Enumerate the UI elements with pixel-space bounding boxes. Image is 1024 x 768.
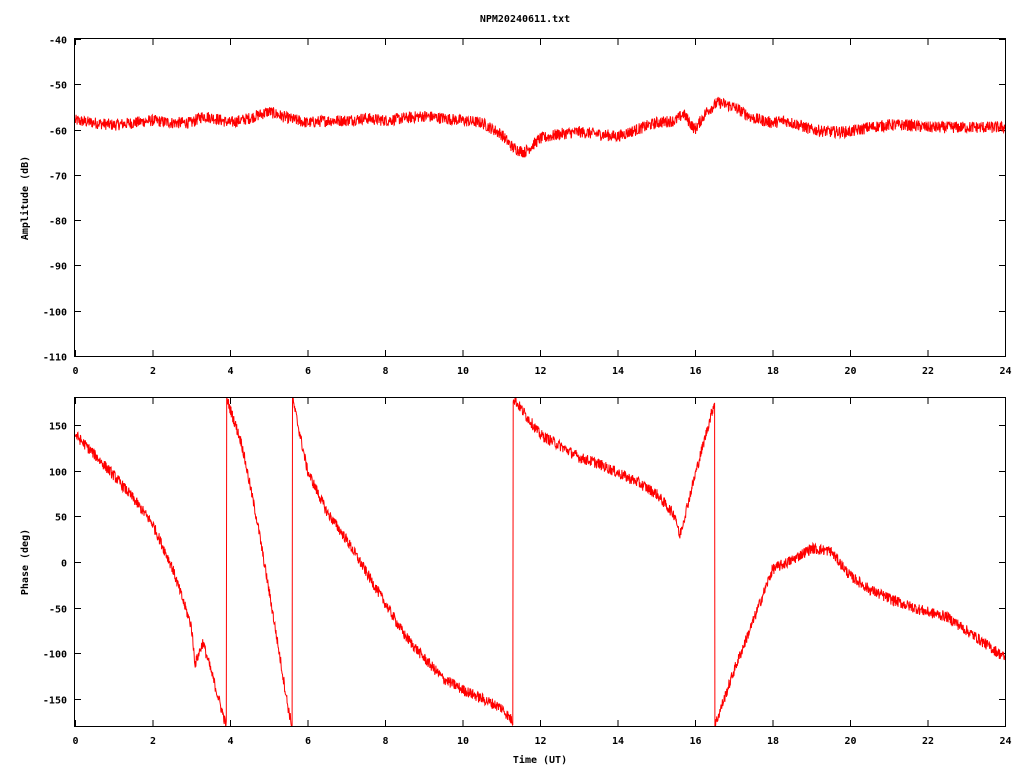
amplitude-x-tick-label: 24: [999, 366, 1011, 377]
amplitude-y-tick-label: -50: [49, 81, 67, 92]
amplitude-x-tick-label: 14: [612, 366, 624, 377]
amplitude-y-tick-label: -40: [49, 36, 67, 47]
x-axis-label: Time (UT): [513, 754, 567, 766]
amplitude-y-tick-label: -60: [49, 127, 67, 138]
amplitude-x-tick-label: 22: [922, 366, 934, 377]
chart-title: NPM20240611.txt: [480, 14, 570, 25]
phase-y-tick-label: -150: [43, 696, 67, 707]
phase-x-tick-label: 6: [305, 736, 311, 747]
phase-x-tick-label: 22: [922, 736, 934, 747]
amplitude-x-tick-label: 10: [457, 366, 469, 377]
amplitude-ticks: 0 2 4 6 8 10 12 14 16 18 20 22 24-40-50-60-70-80-90-…: [43, 36, 1012, 378]
amplitude-x-tick-label: 20: [844, 366, 856, 377]
phase-y-tick-label: 50: [55, 513, 67, 524]
amplitude-x-tick-label: 12: [534, 366, 546, 377]
amplitude-series-line: [74, 96, 1006, 158]
phase-x-tick-label: 2: [150, 736, 156, 747]
phase-x-tick-label: 8: [382, 736, 388, 747]
phase-x-tick-label: 16: [689, 736, 701, 747]
phase-x-tick-label: 0: [72, 736, 78, 747]
amplitude-y-tick-label: -100: [43, 308, 67, 319]
amplitude-x-tick-label: 6: [305, 366, 311, 377]
amplitude-frame: [74, 38, 1006, 357]
amplitude-x-tick-label: 4: [227, 366, 233, 377]
phase-ticks: 0 2 4 6 8 10 12 14 16 18 20 22 24150100500-50-100-15…: [43, 398, 1012, 747]
amplitude-x-tick-label: 8: [382, 366, 388, 377]
phase-y-tick-label: -50: [49, 605, 67, 616]
phase-y-tick-label: 150: [49, 422, 67, 433]
amplitude-x-tick-label: 0: [72, 366, 78, 377]
amplitude-x-tick-label: 18: [767, 366, 779, 377]
amplitude-y-label: Amplitude (dB): [19, 156, 31, 240]
amplitude-panel: 0 2 4 6 8 10 12 14 16 18 20 22 24-40-50-60-70-80-90-…: [19, 36, 1012, 378]
amplitude-x-tick-label: 16: [689, 366, 701, 377]
phase-x-tick-label: 10: [457, 736, 469, 747]
phase-y-tick-label: 0: [61, 559, 67, 570]
phase-x-tick-label: 4: [227, 736, 233, 747]
phase-series-line: [74, 397, 1006, 727]
phase-y-tick-label: -100: [43, 650, 67, 661]
phase-y-label: Phase (deg): [20, 529, 31, 595]
amplitude-y-tick-label: -110: [43, 353, 67, 364]
phase-panel: 0 2 4 6 8 10 12 14 16 18 20 22 24150100500-50-100-15…: [20, 397, 1012, 766]
phase-x-tick-label: 20: [844, 736, 856, 747]
amplitude-x-tick-label: 2: [150, 366, 156, 377]
amplitude-y-tick-label: -70: [49, 172, 67, 183]
phase-y-tick-label: 100: [49, 468, 67, 479]
amplitude-y-tick-label: -90: [49, 262, 67, 273]
phase-frame: [74, 397, 1006, 727]
phase-x-tick-label: 12: [534, 736, 546, 747]
amplitude-y-tick-label: -80: [49, 217, 67, 228]
phase-x-tick-label: 18: [767, 736, 779, 747]
phase-x-tick-label: 24: [999, 736, 1011, 747]
phase-x-tick-label: 14: [612, 736, 624, 747]
